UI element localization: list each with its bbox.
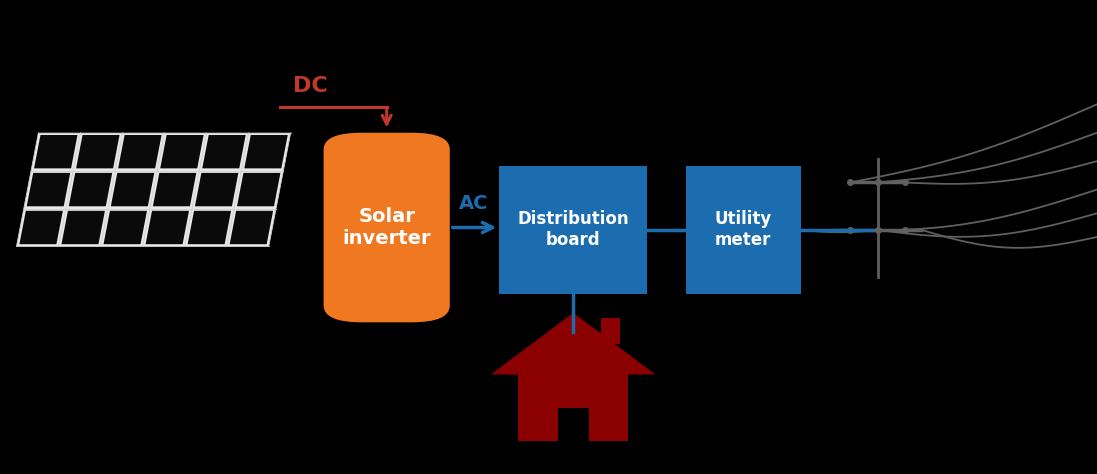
Polygon shape (69, 173, 112, 206)
FancyBboxPatch shape (324, 133, 450, 322)
Text: Utility
meter: Utility meter (714, 210, 772, 249)
FancyBboxPatch shape (686, 166, 801, 294)
Polygon shape (188, 211, 231, 244)
Polygon shape (490, 313, 655, 374)
Polygon shape (146, 211, 189, 244)
Text: Distribution
board: Distribution board (518, 210, 629, 249)
Polygon shape (160, 135, 204, 168)
Polygon shape (34, 135, 78, 168)
Text: DC: DC (293, 76, 328, 96)
FancyBboxPatch shape (601, 318, 621, 344)
Polygon shape (103, 211, 147, 244)
Polygon shape (61, 211, 105, 244)
Polygon shape (195, 173, 238, 206)
Polygon shape (118, 135, 161, 168)
FancyBboxPatch shape (557, 408, 588, 441)
Polygon shape (237, 173, 281, 206)
Text: AC: AC (459, 193, 488, 212)
FancyBboxPatch shape (518, 374, 627, 441)
Polygon shape (229, 211, 273, 244)
Polygon shape (26, 173, 70, 206)
Polygon shape (76, 135, 120, 168)
Polygon shape (202, 135, 246, 168)
Text: Solar
inverter: Solar inverter (342, 207, 431, 248)
Polygon shape (16, 133, 291, 246)
Polygon shape (20, 211, 63, 244)
Polygon shape (152, 173, 196, 206)
Polygon shape (111, 173, 155, 206)
Polygon shape (245, 135, 287, 168)
FancyBboxPatch shape (499, 166, 647, 294)
